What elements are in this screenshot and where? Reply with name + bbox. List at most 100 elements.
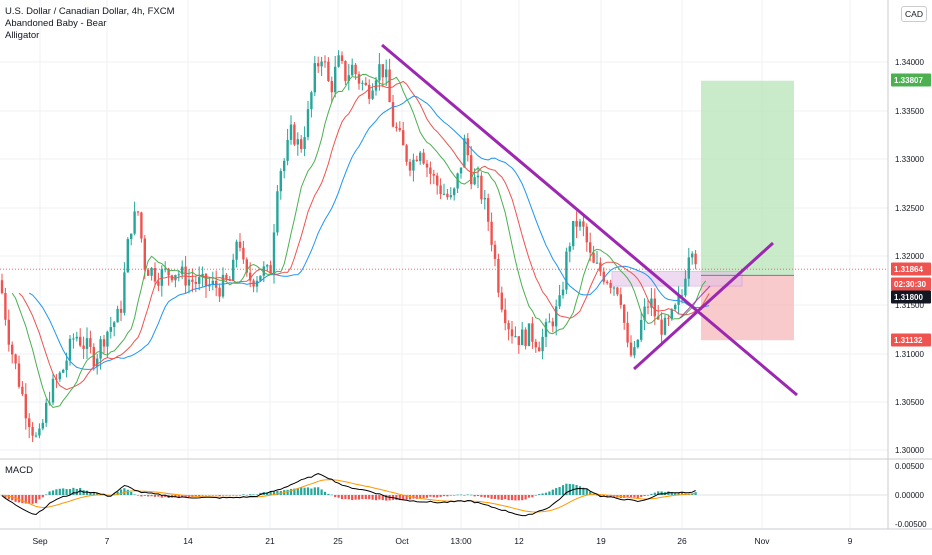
candle-body [636, 339, 639, 348]
price-label-box [891, 290, 931, 304]
macd-histogram-bar [92, 492, 95, 495]
candle-body [150, 267, 153, 276]
macd-histogram-bar [626, 495, 629, 497]
candle-body [323, 61, 327, 63]
candle-body [337, 55, 340, 67]
candle-body [313, 63, 316, 93]
candle-body [187, 279, 191, 286]
candle-body [45, 402, 48, 423]
macd-histogram-bar [408, 495, 412, 500]
candle-body [238, 241, 242, 248]
candle-body [31, 426, 34, 436]
macd-histogram-bar [595, 494, 599, 496]
candle-body [41, 422, 44, 429]
candle-body [24, 394, 27, 419]
alligator-jaw [28, 95, 710, 370]
macd-histogram-bar [636, 495, 639, 498]
time-tick-label: 7 [105, 536, 110, 546]
macd-histogram-bar [500, 495, 503, 500]
macd-histogram-bar [334, 495, 337, 498]
candle-body [371, 90, 374, 99]
macd-histogram-bar [517, 495, 520, 501]
candle-body [147, 269, 150, 276]
candle-body [415, 159, 418, 161]
macd-histogram-bar [119, 489, 123, 495]
macd-histogram-bar [293, 488, 296, 495]
macd-histogram-bar [629, 495, 633, 498]
candle-body [34, 435, 38, 437]
macd-histogram-bar [419, 495, 422, 499]
macd-histogram-bar [130, 491, 133, 495]
candle-body [544, 322, 548, 337]
candle-body [609, 283, 612, 288]
currency-badge[interactable]: CAD [901, 6, 927, 22]
candle-body [364, 82, 367, 85]
candle-body [279, 171, 282, 192]
macd-histogram-bar [17, 495, 21, 503]
candle-body [412, 159, 415, 171]
price-label-box [891, 262, 931, 276]
macd-histogram-bar [381, 495, 384, 501]
candle-body [640, 320, 643, 340]
time-tick-label: 13:00 [450, 536, 472, 546]
symbol-title[interactable]: U.S. Dollar / Canadian Dollar, 4h, FXCM [5, 6, 175, 17]
macd-histogram-bar [606, 495, 609, 497]
macd-histogram-bar [470, 494, 473, 496]
candle-body [191, 279, 194, 282]
candle-body [249, 272, 252, 281]
macd-histogram-bar [126, 489, 129, 495]
candle-body [504, 309, 507, 324]
macd-pane [0, 473, 888, 517]
macd-histogram-bar [340, 495, 344, 500]
candle-body [14, 354, 17, 364]
macd-histogram-bar [442, 495, 446, 497]
candle-body [347, 75, 350, 81]
macd-histogram-bar [242, 494, 245, 495]
macd-histogram-bar [510, 495, 514, 501]
candle-body [106, 331, 109, 347]
candle-body [646, 306, 650, 308]
macd-histogram-bar [215, 495, 218, 496]
grid [0, 0, 932, 530]
candle-body [133, 211, 136, 234]
candle-body [68, 338, 72, 361]
candle-body [225, 274, 228, 280]
candle-body [306, 109, 310, 138]
macd-histogram-bar [286, 489, 289, 495]
candle-body [463, 138, 466, 168]
price-label-text: 1.33807 [894, 76, 923, 85]
candle-body [266, 265, 269, 267]
price-tick-label: 1.32500 [895, 204, 924, 213]
macd-histogram-bar [361, 495, 364, 500]
macd-histogram-bar [201, 495, 204, 496]
macd-histogram-bar [667, 491, 670, 495]
macd-histogram-bar [327, 493, 330, 495]
candle-body [405, 145, 408, 162]
alligator-lines [11, 73, 710, 409]
macd-label[interactable]: MACD [5, 465, 33, 476]
candle-body [235, 241, 238, 260]
macd-histogram-bar [184, 495, 187, 497]
macd-histogram-bar [497, 495, 500, 500]
macd-histogram-bar [147, 495, 150, 497]
macd-histogram-bar [507, 495, 510, 501]
macd-histogram-bar [48, 491, 51, 495]
macd-histogram-bar [585, 488, 588, 495]
alligator-lips [11, 73, 707, 409]
candle-body [119, 308, 123, 313]
candle-body [691, 253, 694, 258]
macd-histogram-bar [568, 483, 571, 495]
indicator-abandoned-baby[interactable]: Abandoned Baby - Bear [5, 18, 107, 29]
candle-body [538, 347, 541, 352]
macd-histogram-bar [28, 495, 31, 504]
indicator-alligator[interactable]: Alligator [5, 30, 40, 41]
macd-histogram-bar [578, 486, 582, 495]
price-label-box [891, 277, 931, 291]
macd-histogram-bar [245, 494, 248, 496]
macd-histogram-bar [306, 487, 310, 495]
candle-body [385, 69, 388, 78]
macd-histogram-bar [480, 495, 483, 497]
macd-histogram-bar [116, 491, 119, 495]
macd-histogram-bar [272, 491, 276, 495]
